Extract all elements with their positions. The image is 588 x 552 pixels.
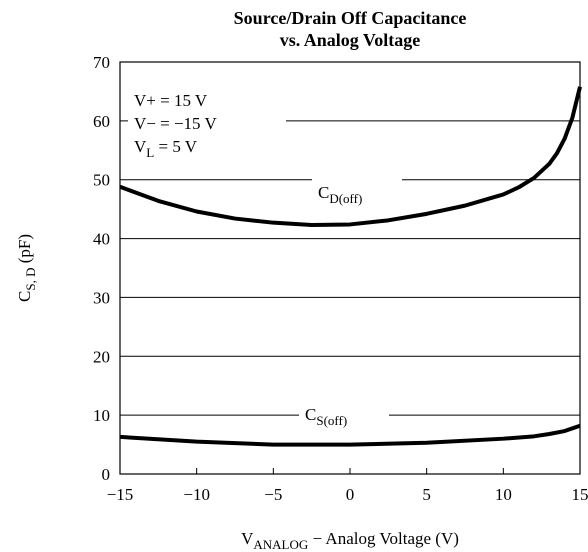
series-label-main: C [305, 405, 316, 424]
chart-title: vs. Analog Voltage [280, 30, 421, 50]
x-axis-label-rest: − Analog Voltage (V) [308, 529, 459, 548]
x-tick-label: −10 [183, 485, 210, 504]
series-label: CS(off) [305, 405, 347, 428]
y-axis-label-sub: S, D [23, 268, 38, 291]
label-bg [312, 178, 402, 212]
x-tick-label: 10 [495, 485, 512, 504]
x-axis-label-sub: ANALOG [253, 537, 308, 552]
series-line [119, 86, 582, 228]
series-label: CD(off) [318, 183, 362, 206]
annotation-rest: = 5 V [154, 137, 198, 156]
x-axis-label: VANALOG − Analog Voltage (V) [241, 529, 459, 552]
y-axis-label-main: C [15, 291, 34, 302]
x-tick-label: 0 [346, 485, 355, 504]
y-tick-label: 10 [93, 406, 110, 425]
y-tick-label: 60 [93, 112, 110, 131]
y-axis-label: CS, D (pF) [15, 234, 38, 302]
y-tick-label: 30 [93, 288, 110, 307]
y-tick-label: 0 [102, 465, 111, 484]
x-axis-label-main: V [241, 529, 254, 548]
y-tick-label: 70 [93, 53, 110, 72]
x-tick-label: 15 [572, 485, 588, 504]
series-line [119, 423, 581, 447]
y-tick-label: 40 [93, 230, 110, 249]
plot-frame [119, 61, 581, 475]
x-tick-label: −5 [264, 485, 282, 504]
y-tick-label: 50 [93, 171, 110, 190]
y-tick-label: 20 [93, 347, 110, 366]
label-bg [299, 400, 389, 428]
annotation: V+ = 15 V [134, 91, 208, 110]
x-tick-label: 5 [422, 485, 431, 504]
x-tick-label: −15 [107, 485, 134, 504]
series-label-sub: D(off) [329, 191, 362, 206]
series-label-sub: S(off) [316, 413, 347, 428]
annotation-main: V [134, 137, 147, 156]
series-label-main: C [318, 183, 329, 202]
annotation: V− = −15 V [134, 114, 217, 133]
annotation-bg [128, 86, 286, 162]
y-axis-label-rest: (pF) [15, 234, 34, 268]
chart-title: Source/Drain Off Capacitance [234, 8, 467, 28]
annotation-sub: L [146, 145, 154, 160]
annotation: VL = 5 V [134, 137, 198, 160]
